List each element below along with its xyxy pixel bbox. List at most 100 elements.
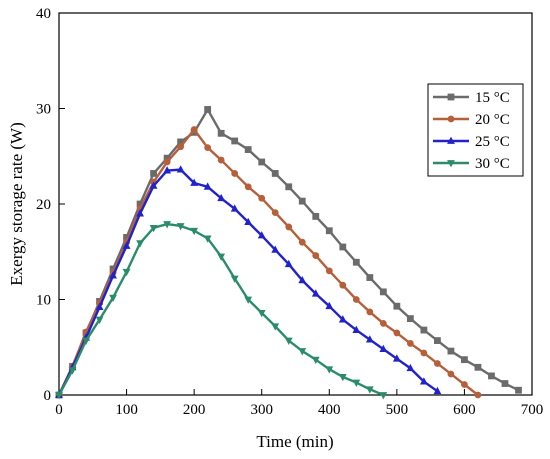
- data-point: [366, 274, 374, 281]
- data-point: [406, 315, 414, 322]
- data-point: [365, 335, 374, 343]
- data-point: [488, 372, 495, 380]
- data-point: [312, 252, 320, 259]
- data-point: [379, 392, 388, 400]
- data-point: [95, 302, 104, 311]
- data-point: [352, 325, 361, 333]
- data-point: [82, 337, 90, 345]
- data-point: [190, 227, 199, 236]
- data-point: [325, 366, 334, 374]
- data-point: [393, 302, 401, 310]
- data-point: [271, 170, 279, 177]
- data-point: [271, 209, 279, 216]
- data-point: [419, 377, 428, 385]
- data-point: [177, 143, 185, 151]
- data-point: [311, 356, 320, 365]
- legend-label: 25 °C: [475, 134, 510, 150]
- data-point: [176, 223, 185, 231]
- data-point: [257, 231, 266, 239]
- y-tick-label: 30: [36, 102, 51, 118]
- data-point: [406, 363, 415, 372]
- data-point: [365, 386, 374, 394]
- data-point: [420, 349, 428, 357]
- legend-label: 20 °C: [475, 112, 510, 128]
- x-tick-label: 300: [250, 402, 273, 418]
- data-point: [339, 281, 347, 289]
- data-point: [393, 329, 401, 337]
- legend: 15 °C 20 °C 25 °C 30 °C: [427, 83, 524, 177]
- data-point: [352, 379, 361, 387]
- data-point: [257, 309, 266, 318]
- data-point: [176, 165, 185, 173]
- data-point: [217, 156, 225, 164]
- data-point: [311, 289, 320, 297]
- series-3: [55, 165, 442, 398]
- data-point: [515, 386, 522, 394]
- data-point: [461, 356, 468, 364]
- data-point: [501, 380, 509, 387]
- data-point: [217, 253, 226, 261]
- legend-label: 30 °C: [475, 156, 510, 172]
- data-point: [433, 386, 442, 395]
- legend-marker: [447, 115, 455, 123]
- legend-box: [427, 83, 524, 177]
- data-point: [203, 182, 212, 190]
- data-point: [379, 319, 387, 327]
- x-axis: 0 100 200 300 400 500 600 700: [55, 389, 543, 418]
- data-point: [55, 392, 63, 400]
- data-point: [204, 106, 212, 113]
- data-point: [285, 183, 293, 191]
- data-point: [244, 146, 252, 153]
- data-point: [474, 363, 482, 371]
- data-point: [285, 223, 293, 231]
- data-point: [95, 316, 104, 324]
- data-point: [163, 158, 171, 166]
- data-point: [190, 178, 199, 186]
- data-point: [284, 259, 293, 268]
- data-point: [298, 238, 306, 246]
- data-point: [325, 301, 334, 310]
- data-point: [312, 213, 320, 220]
- data-point: [447, 370, 455, 378]
- data-point: [177, 138, 185, 146]
- data-point: [325, 267, 333, 275]
- data-point: [163, 166, 172, 174]
- x-tick-label: 600: [453, 402, 476, 418]
- data-point: [271, 323, 280, 331]
- data-point: [149, 181, 158, 189]
- data-point: [136, 240, 144, 248]
- y-tick-label: 10: [36, 293, 51, 309]
- data-point: [474, 391, 482, 399]
- data-point: [190, 126, 198, 133]
- data-point: [352, 258, 360, 266]
- y-tick-label: 0: [44, 388, 52, 404]
- data-point: [217, 129, 225, 137]
- legend-marker: [447, 136, 455, 144]
- x-tick-label: 200: [183, 402, 206, 418]
- x-tick-label: 100: [115, 402, 138, 418]
- y-axis: 0 10 20 30 40: [36, 6, 65, 404]
- data-point: [109, 265, 117, 273]
- x-tick-label: 400: [318, 402, 341, 418]
- data-point: [123, 234, 130, 241]
- data-point: [163, 154, 171, 162]
- data-point: [122, 268, 131, 277]
- legend-marker: [447, 160, 455, 168]
- data-point: [298, 348, 307, 356]
- data-point: [434, 360, 441, 367]
- data-point: [68, 367, 77, 375]
- data-point: [204, 144, 212, 152]
- data-point: [392, 354, 401, 362]
- data-point: [325, 227, 333, 235]
- data-point: [136, 200, 144, 208]
- data-point: [136, 209, 144, 217]
- data-point: [109, 271, 117, 279]
- data-point: [231, 137, 239, 145]
- data-point: [244, 217, 253, 226]
- data-point: [420, 326, 428, 334]
- data-point: [149, 224, 158, 233]
- data-point: [258, 194, 266, 202]
- y-axis-title: Exergy storage rate (W): [7, 122, 26, 285]
- data-point: [339, 243, 347, 251]
